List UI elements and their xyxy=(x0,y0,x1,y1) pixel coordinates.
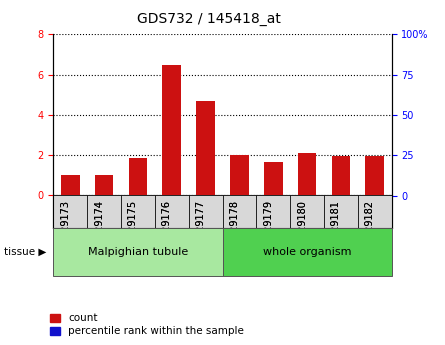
FancyBboxPatch shape xyxy=(290,196,324,228)
Text: GDS732 / 145418_at: GDS732 / 145418_at xyxy=(137,12,281,26)
Text: GSM29175: GSM29175 xyxy=(128,199,138,253)
Text: GSM29178: GSM29178 xyxy=(230,200,239,253)
Text: GSM29174: GSM29174 xyxy=(94,200,104,253)
FancyBboxPatch shape xyxy=(53,196,87,228)
Bar xyxy=(61,175,80,196)
FancyBboxPatch shape xyxy=(324,196,358,228)
FancyBboxPatch shape xyxy=(121,196,155,228)
FancyBboxPatch shape xyxy=(53,228,222,276)
FancyBboxPatch shape xyxy=(358,196,392,228)
Bar xyxy=(95,175,113,196)
FancyBboxPatch shape xyxy=(290,196,324,228)
Bar xyxy=(162,65,181,196)
Text: GSM29182: GSM29182 xyxy=(365,200,375,253)
FancyBboxPatch shape xyxy=(189,196,222,228)
Text: whole organism: whole organism xyxy=(263,247,351,257)
FancyBboxPatch shape xyxy=(87,196,121,228)
Bar xyxy=(298,153,316,196)
FancyBboxPatch shape xyxy=(155,196,189,228)
Bar xyxy=(129,158,147,196)
FancyBboxPatch shape xyxy=(87,196,121,228)
Text: GSM29173: GSM29173 xyxy=(61,200,70,253)
Text: GSM29174: GSM29174 xyxy=(94,200,104,253)
FancyBboxPatch shape xyxy=(155,196,189,228)
FancyBboxPatch shape xyxy=(256,196,290,228)
FancyBboxPatch shape xyxy=(222,228,392,276)
Text: GSM29182: GSM29182 xyxy=(365,200,375,253)
Bar xyxy=(332,156,350,196)
Text: GSM29178: GSM29178 xyxy=(230,200,239,253)
Text: GSM29176: GSM29176 xyxy=(162,200,172,253)
Bar xyxy=(196,101,215,196)
Bar xyxy=(264,162,283,196)
Text: Malpighian tubule: Malpighian tubule xyxy=(88,247,188,257)
Text: GSM29180: GSM29180 xyxy=(297,200,307,253)
Text: GSM29179: GSM29179 xyxy=(263,200,273,253)
FancyBboxPatch shape xyxy=(189,196,222,228)
Bar xyxy=(230,155,249,196)
FancyBboxPatch shape xyxy=(222,196,256,228)
Text: GSM29173: GSM29173 xyxy=(61,200,70,253)
FancyBboxPatch shape xyxy=(324,196,358,228)
Text: GSM29175: GSM29175 xyxy=(128,199,138,253)
Text: GSM29181: GSM29181 xyxy=(331,200,341,253)
Text: GSM29180: GSM29180 xyxy=(297,200,307,253)
Bar xyxy=(365,156,384,196)
FancyBboxPatch shape xyxy=(256,196,290,228)
FancyBboxPatch shape xyxy=(358,196,392,228)
Text: GSM29177: GSM29177 xyxy=(196,199,206,253)
Text: GSM29179: GSM29179 xyxy=(263,200,273,253)
Text: GSM29181: GSM29181 xyxy=(331,200,341,253)
FancyBboxPatch shape xyxy=(53,196,87,228)
Legend: count, percentile rank within the sample: count, percentile rank within the sample xyxy=(50,313,244,336)
Text: tissue ▶: tissue ▶ xyxy=(4,247,47,257)
Text: GSM29176: GSM29176 xyxy=(162,200,172,253)
FancyBboxPatch shape xyxy=(121,196,155,228)
FancyBboxPatch shape xyxy=(222,196,256,228)
Bar xyxy=(53,196,392,228)
Text: GSM29177: GSM29177 xyxy=(196,199,206,253)
